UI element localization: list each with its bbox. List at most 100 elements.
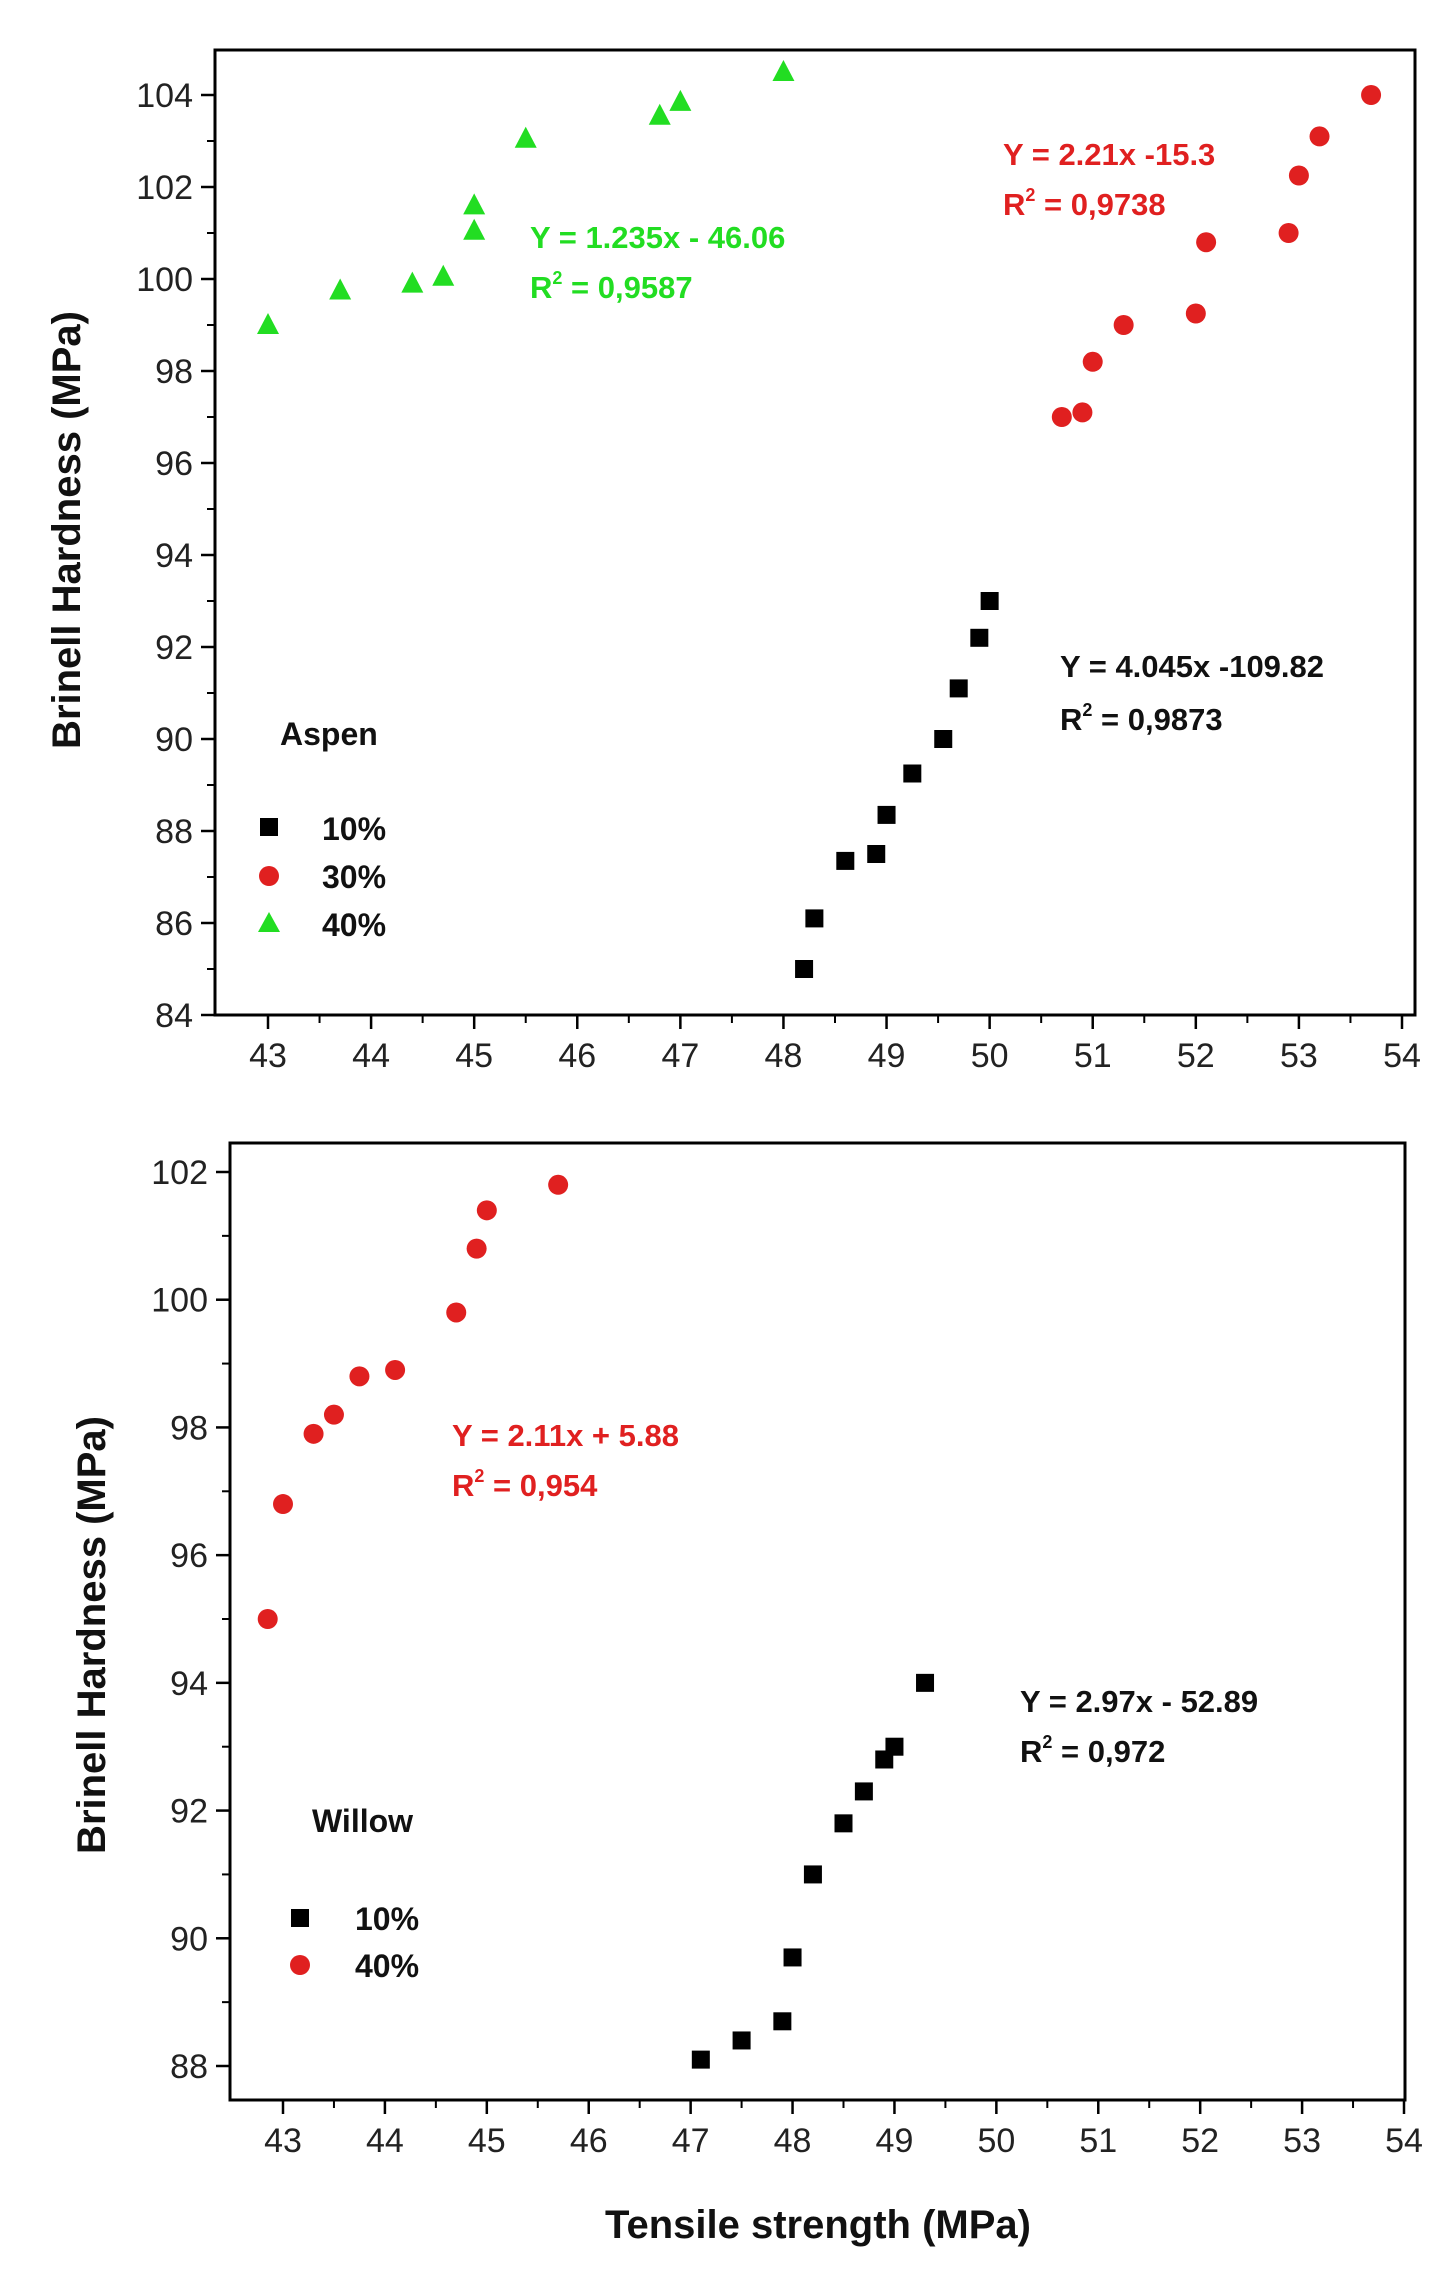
willow-legend-label-40: 40% [355,1948,419,1984]
aspen-x-tick-label: 51 [1074,1037,1112,1075]
aspen-x-tick-label: 49 [868,1037,906,1075]
willow-y-tick-label: 98 [170,1409,208,1447]
willow-y-tick-label: 88 [170,2048,208,2086]
aspen-y-tick-label: 102 [136,169,193,207]
willow-x-tick-label: 48 [774,2122,812,2160]
willow-x-tick-label: 47 [672,2122,710,2160]
aspen-x-tick-label: 44 [352,1037,390,1075]
aspen-y-tick-label: 86 [155,905,193,943]
aspen-y-tick-label: 92 [155,629,193,667]
willow-plot-frame [228,1141,1407,2102]
willow-legend-label-10: 10% [355,1901,419,1937]
aspen-point-40pct [329,278,352,300]
aspen-point-30pct [1072,402,1093,423]
aspen-x-tick-label: 54 [1383,1037,1421,1075]
aspen-point-10pct [980,592,999,610]
willow-x-tick-label: 51 [1079,2122,1117,2160]
x-axis-title: Tensile strength (MPa) [605,2203,1031,2247]
aspen-point-30pct [1113,315,1134,335]
willow-x-tick-label: 45 [468,2122,506,2160]
aspen-point-40pct [514,126,537,148]
aspen-y-tick-label: 94 [155,537,193,575]
willow-point-10pct [773,2012,792,2031]
aspen-legend-title: Aspen [280,716,378,752]
aspen-legend-label-10: 10% [322,811,386,847]
aspen-point-40pct [432,264,455,286]
aspen-point-30pct [1051,407,1072,427]
willow-point-40pct [548,1174,569,1195]
aspen-legend: Aspen 10% 30% 40% [258,716,386,943]
willow-10-r2-value: 0,972 [1088,1734,1166,1769]
willow-x-tick-label: 53 [1283,2122,1321,2160]
aspen-legend-marker-40 [258,912,280,932]
aspen-x-tick-label: 43 [249,1037,287,1075]
willow-y-tick-label: 102 [151,1154,208,1192]
willow-point-10pct [916,1673,935,1692]
aspen-point-30pct [1278,223,1299,243]
willow-y-tick-label: 100 [151,1282,208,1320]
aspen-point-30pct [1185,303,1206,324]
willow-ticks: 43 44 45 46 47 48 49 50 51 52 53 54 88 90 92 94 96 98 100 1… [151,1154,1423,2160]
willow-point-10pct [783,1948,802,1967]
willow-10-equation: Y = 2.97x - 52.89 [1020,1684,1258,1719]
willow-40-r2: R2 = 0,954 [452,1466,598,1503]
aspen-30-r2-value: 0,9738 [1071,187,1166,222]
aspen-plot-frame [213,48,1417,1017]
aspen-point-40pct [772,60,795,81]
aspen-point-10pct [795,960,814,978]
aspen-y-tick-label: 100 [136,261,193,299]
willow-x-tick-label: 46 [570,2122,608,2160]
aspen-point-30pct [1288,165,1309,186]
aspen-x-tick-label: 48 [765,1037,803,1075]
willow-point-10pct [803,1865,822,1884]
willow-legend-title: Willow [312,1803,413,1839]
willow-40-equation: Y = 2.11x + 5.88 [452,1418,679,1453]
aspen-x-tick-label: 50 [971,1037,1009,1075]
aspen-legend-marker-10 [260,818,278,836]
aspen-y-tick-label: 104 [136,77,193,115]
aspen-point-40pct [669,89,692,111]
aspen-point-10pct [877,805,896,824]
willow-legend-marker-40 [290,1955,310,1975]
aspen-y-tick-label: 98 [155,353,193,391]
willow-point-40pct [349,1366,370,1387]
willow-x-tick-label: 52 [1181,2122,1219,2160]
willow-legend: Willow 10% 40% [290,1803,419,1984]
aspen-ticks: 43 44 45 46 47 48 49 50 51 52 53 54 84 86 88 90 92 94 96 98… [136,77,1421,1075]
aspen-point-10pct [903,764,922,783]
aspen-marks [257,60,1382,978]
aspen-point-40pct [401,271,424,293]
aspen-point-10pct [805,909,824,928]
aspen-y-axis-title: Brinell Hardness (MPa) [45,311,89,749]
aspen-10-r2-value: 0,9873 [1128,702,1223,737]
willow-legend-marker-10 [291,1909,309,1927]
aspen-y-tick-label: 96 [155,445,193,483]
aspen-point-40pct [257,313,279,334]
willow-x-tick-label: 50 [977,2122,1015,2160]
willow-x-tick-label: 44 [366,2122,404,2160]
willow-point-10pct [885,1737,904,1756]
chart-aspen: 43 44 45 46 47 48 49 50 51 52 53 54 84 86 88 90 92 94 96 98… [45,48,1421,1075]
willow-y-tick-label: 90 [170,1920,208,1958]
willow-point-40pct [446,1302,467,1323]
aspen-40-r2-value: 0,9587 [598,270,693,305]
willow-point-40pct [476,1200,497,1221]
willow-40-r2-value: 0,954 [520,1468,598,1503]
aspen-30-r2: R2 = 0,9738 [1003,185,1166,222]
willow-point-40pct [323,1404,344,1425]
willow-y-tick-label: 96 [170,1537,208,1575]
aspen-point-10pct [970,628,989,647]
willow-y-tick-label: 92 [170,1793,208,1831]
aspen-x-tick-label: 52 [1177,1037,1215,1075]
willow-point-40pct [466,1238,487,1259]
aspen-point-10pct [934,730,953,748]
aspen-point-40pct [648,103,671,125]
willow-marks [257,1174,935,2069]
aspen-point-40pct [463,193,486,215]
aspen-x-tick-label: 53 [1280,1037,1318,1075]
aspen-10-equation: Y = 4.045x -109.82 [1060,649,1324,684]
willow-point-40pct [257,1609,278,1629]
aspen-point-30pct [1082,351,1103,372]
willow-point-40pct [273,1494,293,1515]
